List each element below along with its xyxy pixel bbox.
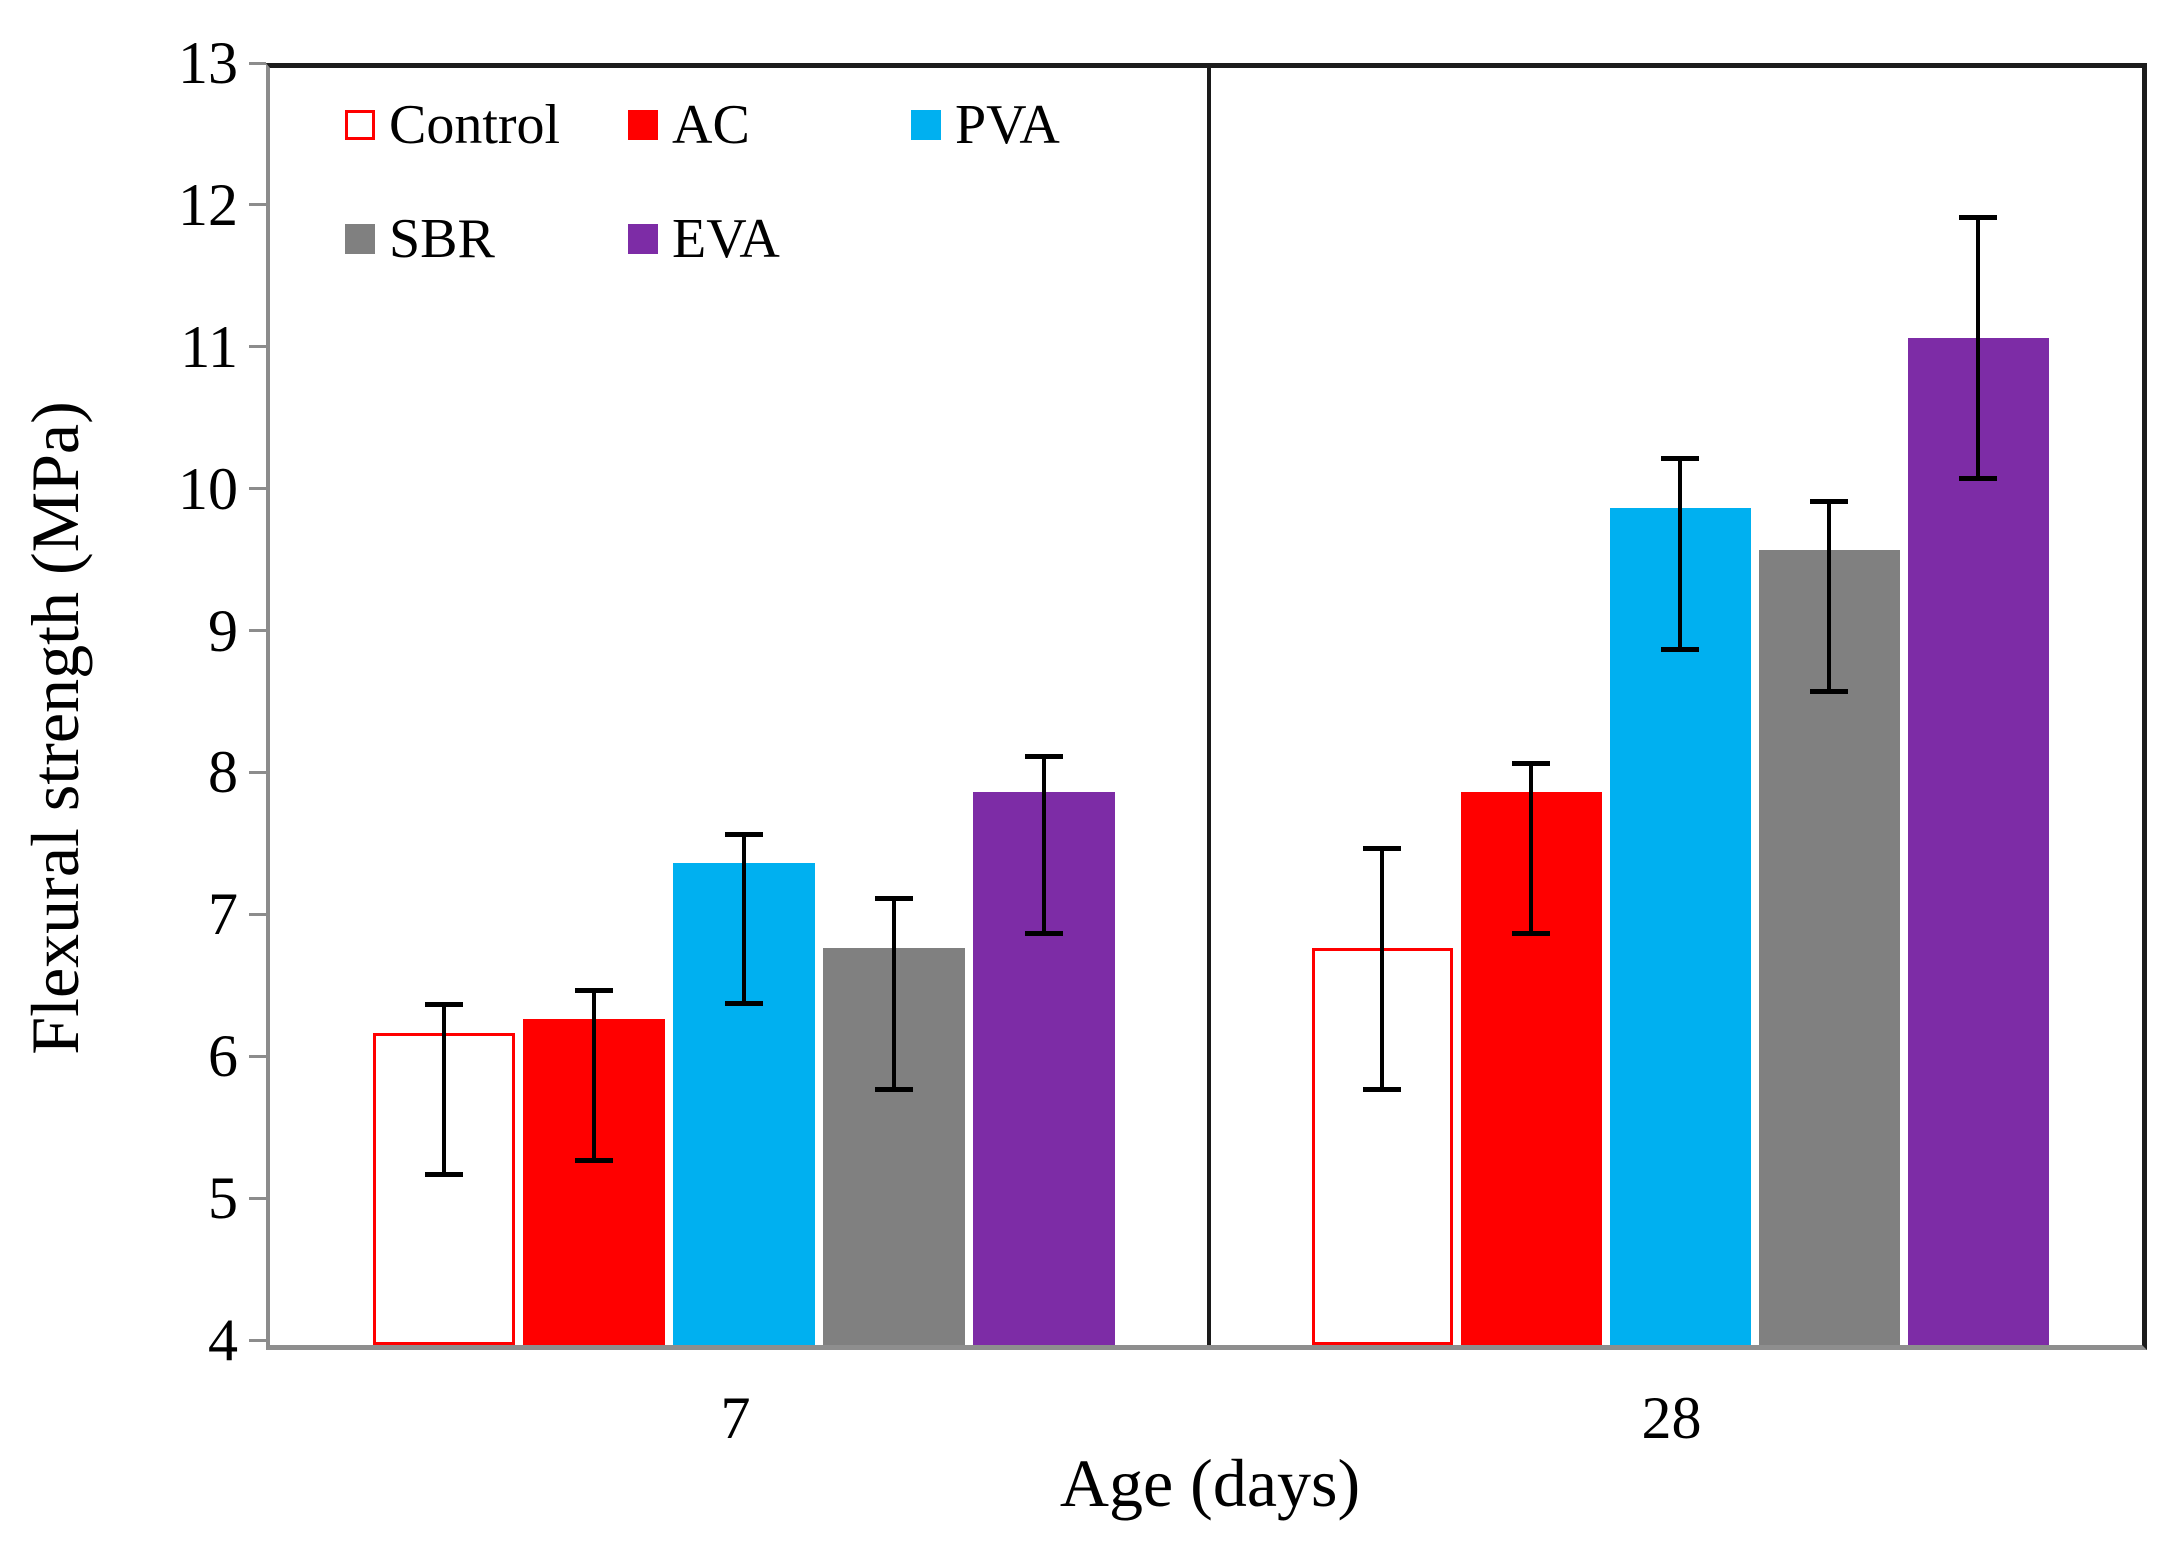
- error-cap-bottom: [1363, 1086, 1402, 1092]
- y-tick-mark: [249, 203, 266, 207]
- error-cap-top: [725, 832, 764, 838]
- error-cap-bottom: [425, 1171, 464, 1177]
- error-bar-eva-7d: [1042, 756, 1047, 934]
- error-cap-top: [425, 1002, 464, 1008]
- error-cap-top: [1512, 761, 1551, 767]
- error-cap-top: [1661, 456, 1700, 462]
- error-cap-top: [875, 896, 914, 902]
- legend-item-eva: EVA: [628, 211, 911, 267]
- y-tick-mark: [249, 770, 266, 774]
- error-cap-bottom: [1810, 689, 1849, 695]
- legend-item-ac: AC: [628, 97, 911, 153]
- y-tick-label: 5: [208, 1165, 238, 1232]
- y-tick-label: 6: [208, 1023, 238, 1090]
- y-tick-mark: [249, 629, 266, 633]
- legend-item-control: Control: [345, 97, 628, 153]
- error-bar-ac-7d: [592, 990, 597, 1161]
- error-bar-pva-28d: [1678, 458, 1683, 650]
- legend-label-control: Control: [389, 94, 561, 156]
- legend-item-sbr: SBR: [345, 211, 628, 267]
- bar-group-28: [1311, 68, 2049, 1345]
- bar-slot-eva-28: [1907, 68, 2049, 1345]
- y-tick-label: 9: [208, 597, 238, 664]
- error-cap-bottom: [1025, 930, 1064, 936]
- error-bar-sbr-7d: [892, 898, 897, 1090]
- legend-item-pva: PVA: [911, 97, 1194, 153]
- error-bar-control-7d: [442, 1004, 447, 1175]
- error-cap-bottom: [725, 1001, 764, 1007]
- bar-slot-sbr-7: [823, 68, 966, 1345]
- error-bar-control-28d: [1380, 848, 1385, 1090]
- legend-marker-pva: [911, 110, 941, 140]
- bar-slot-pva-28: [1609, 68, 1751, 1345]
- legend-label-eva: EVA: [672, 208, 780, 270]
- bar-slot-control-28: [1311, 68, 1453, 1345]
- error-cap-top: [1810, 498, 1849, 504]
- legend-marker-sbr: [345, 224, 375, 254]
- panel-divider: [1206, 68, 1211, 1345]
- error-bar-sbr-28d: [1827, 500, 1832, 693]
- bar-slot-control-7: [373, 68, 516, 1345]
- bar-slot-pva-7: [673, 68, 816, 1345]
- error-cap-bottom: [1959, 476, 1998, 482]
- error-cap-top: [1363, 846, 1402, 852]
- legend-row-2: SBR EVA: [345, 182, 1194, 296]
- legend-marker-ac: [628, 110, 658, 140]
- error-cap-top: [575, 988, 614, 994]
- legend: Control AC PVA SBR EVA: [345, 68, 1194, 296]
- error-bar-pva-7d: [742, 834, 747, 1005]
- y-tick-mark: [249, 1054, 266, 1058]
- legend-label-ac: AC: [672, 94, 750, 156]
- error-bar-ac-28d: [1529, 763, 1534, 934]
- bar-slot-ac-7: [523, 68, 666, 1345]
- error-cap-bottom: [1512, 930, 1551, 936]
- y-tick-label: 11: [180, 313, 238, 380]
- y-tick-mark: [249, 61, 266, 65]
- y-tick-mark: [249, 345, 266, 349]
- y-tick-label: 8: [208, 739, 238, 806]
- x-tick-label-28: 28: [1641, 1385, 1702, 1451]
- y-tick-mark: [249, 912, 266, 916]
- legend-marker-control: [345, 110, 375, 140]
- y-tick-label: 13: [178, 30, 238, 96]
- legend-marker-eva: [628, 224, 658, 254]
- y-tick-label: 10: [178, 455, 238, 522]
- bar-eva-28d: [1907, 337, 2049, 1345]
- y-tick-label: 7: [208, 881, 238, 948]
- x-tick-label-7: 7: [720, 1385, 751, 1451]
- y-tick-mark: [249, 1196, 266, 1200]
- bar-slot-sbr-28: [1758, 68, 1900, 1345]
- bar-group-7: [373, 68, 1116, 1345]
- y-tick-label: 12: [178, 171, 238, 238]
- category-panel-7: [270, 68, 1209, 1345]
- y-tick-mark: [249, 1338, 266, 1342]
- legend-label-sbr: SBR: [389, 208, 495, 270]
- category-panel-28: [1209, 68, 2142, 1345]
- error-cap-bottom: [1661, 646, 1700, 652]
- legend-label-pva: PVA: [955, 94, 1060, 156]
- plot-area: Control AC PVA SBR EVA: [266, 63, 2147, 1350]
- error-cap-top: [1025, 754, 1064, 760]
- y-tick-mark: [249, 487, 266, 491]
- error-bar-eva-28d: [1976, 216, 1981, 480]
- legend-row-1: Control AC PVA: [345, 68, 1194, 182]
- y-tick-label: 4: [208, 1307, 238, 1373]
- error-cap-bottom: [875, 1086, 914, 1092]
- error-cap-top: [1959, 214, 1998, 220]
- bar-slot-eva-7: [973, 68, 1116, 1345]
- bar-slot-ac-28: [1460, 68, 1602, 1345]
- x-axis-title: Age (days): [1059, 1445, 1361, 1521]
- error-cap-bottom: [575, 1157, 614, 1163]
